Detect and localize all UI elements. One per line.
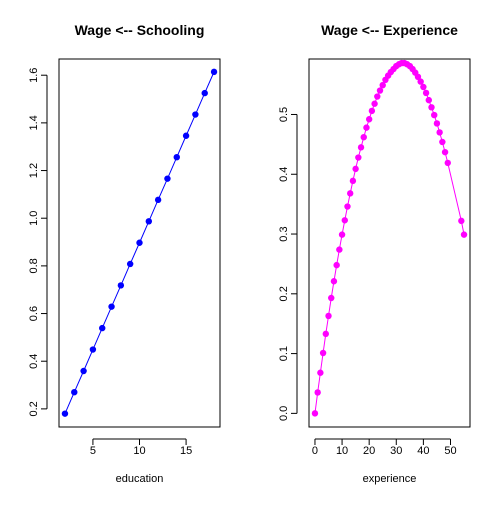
data-point bbox=[423, 90, 429, 96]
data-point bbox=[331, 278, 337, 284]
data-point bbox=[333, 262, 339, 268]
x-tick-label: 30 bbox=[390, 445, 402, 457]
y-tick-label: 1.6 bbox=[28, 68, 40, 83]
data-point bbox=[431, 112, 437, 118]
data-point bbox=[317, 370, 323, 376]
x-tick-label: 50 bbox=[444, 445, 456, 457]
data-point bbox=[202, 90, 208, 96]
y-tick-label: 0.1 bbox=[278, 346, 290, 361]
data-point bbox=[434, 120, 440, 126]
y-tick-label: 0.2 bbox=[278, 286, 290, 301]
series-line bbox=[315, 63, 464, 413]
data-point bbox=[183, 133, 189, 139]
panel-wage-experience: Wage <-- Experience experience 0 10 20 30 40… bbox=[278, 22, 470, 485]
chart-title: Wage <-- Schooling bbox=[75, 22, 205, 38]
data-point bbox=[99, 325, 105, 331]
data-point bbox=[361, 134, 367, 140]
data-point bbox=[164, 175, 170, 181]
data-point bbox=[323, 331, 329, 337]
data-point bbox=[314, 389, 320, 395]
data-point bbox=[312, 410, 318, 416]
data-point bbox=[336, 246, 342, 252]
data-point bbox=[146, 218, 152, 224]
data-point bbox=[90, 346, 96, 352]
y-tick-label: 0.3 bbox=[278, 226, 290, 241]
data-point bbox=[436, 129, 442, 135]
data-point bbox=[426, 97, 432, 103]
y-tick-label: 0.2 bbox=[28, 401, 40, 416]
data-point bbox=[211, 69, 217, 75]
data-point bbox=[155, 197, 161, 203]
data-point bbox=[136, 240, 142, 246]
y-tick-label: 1.0 bbox=[28, 211, 40, 226]
data-point bbox=[439, 139, 445, 145]
data-point bbox=[192, 111, 198, 117]
x-tick-label: 15 bbox=[180, 445, 192, 457]
data-point bbox=[445, 160, 451, 166]
y-tick-label: 1.2 bbox=[28, 163, 40, 178]
data-point bbox=[342, 217, 348, 223]
x-axis-label: experience bbox=[363, 473, 417, 485]
data-point bbox=[458, 218, 464, 224]
data-point bbox=[320, 350, 326, 356]
data-point bbox=[352, 166, 358, 172]
y-tick-label: 0.5 bbox=[278, 107, 290, 122]
data-point bbox=[62, 410, 68, 416]
panel-wage-schooling: Wage <-- Schooling education 5 10 15 0.2 0.4… bbox=[28, 22, 220, 485]
x-axis-label: education bbox=[116, 473, 164, 485]
plot-frame bbox=[309, 59, 470, 427]
data-point bbox=[174, 154, 180, 160]
data-point bbox=[355, 154, 361, 160]
data-point bbox=[328, 295, 334, 301]
data-point bbox=[461, 231, 467, 237]
x-tick-label: 0 bbox=[312, 445, 318, 457]
chart-title: Wage <-- Experience bbox=[321, 22, 458, 38]
data-point bbox=[80, 368, 86, 374]
data-point bbox=[371, 101, 377, 107]
data-point bbox=[118, 282, 124, 288]
data-point bbox=[366, 116, 372, 122]
x-tick-label: 10 bbox=[133, 445, 145, 457]
y-tick-label: 0.4 bbox=[28, 354, 40, 369]
data-point bbox=[369, 108, 375, 114]
data-point bbox=[350, 178, 356, 184]
y-tick-label: 0.8 bbox=[28, 258, 40, 273]
x-tick-label: 5 bbox=[90, 445, 96, 457]
data-point bbox=[325, 313, 331, 319]
data-point bbox=[442, 149, 448, 155]
x-tick-label: 40 bbox=[417, 445, 429, 457]
y-tick-label: 0.4 bbox=[278, 167, 290, 182]
data-point bbox=[71, 389, 77, 395]
data-point bbox=[374, 93, 380, 99]
data-point bbox=[344, 203, 350, 209]
data-point bbox=[428, 104, 434, 110]
data-point bbox=[363, 124, 369, 130]
data-point bbox=[347, 190, 353, 196]
y-tick-label: 0.6 bbox=[28, 306, 40, 321]
data-point bbox=[420, 84, 426, 90]
data-point bbox=[358, 144, 364, 150]
x-tick-label: 10 bbox=[336, 445, 348, 457]
data-point bbox=[127, 261, 133, 267]
data-point bbox=[108, 303, 114, 309]
y-tick-label: 0.0 bbox=[278, 406, 290, 421]
y-tick-label: 1.4 bbox=[28, 115, 40, 130]
data-point bbox=[339, 231, 345, 237]
x-tick-label: 20 bbox=[363, 445, 375, 457]
